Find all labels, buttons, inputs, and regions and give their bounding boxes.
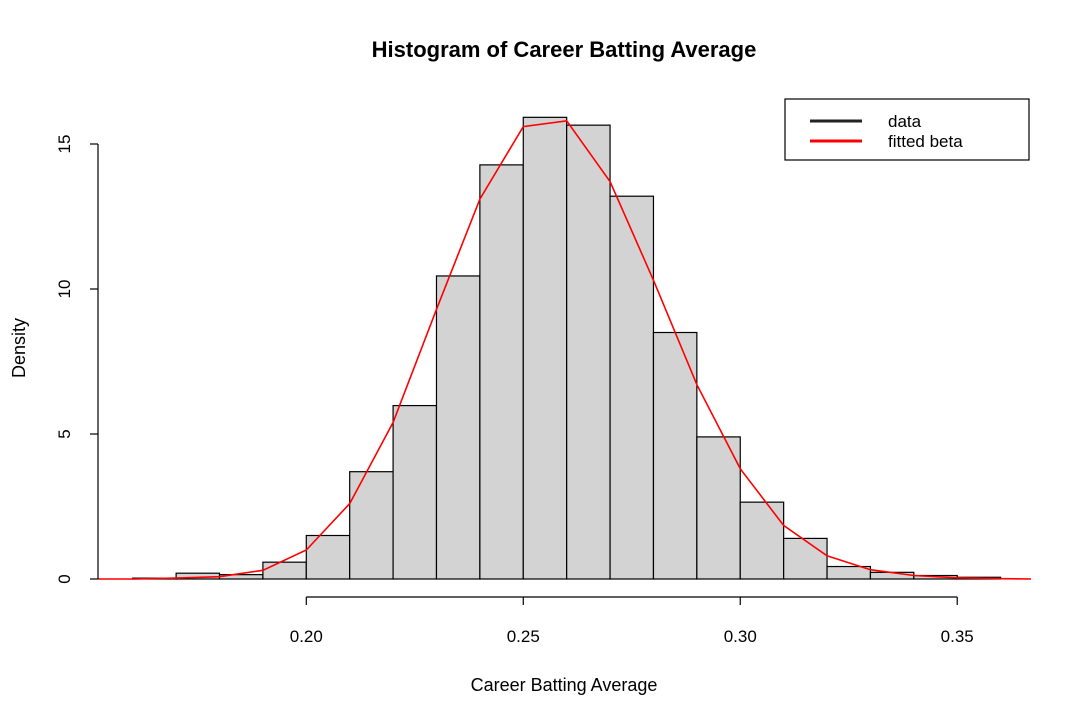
histogram-bar-13 — [696, 436, 741, 580]
histogram-bar-10 — [566, 124, 611, 580]
x-tick-label: 0.30 — [724, 627, 757, 646]
y-axis-label: Density — [9, 318, 29, 378]
x-tick-label: 0.35 — [941, 627, 974, 646]
legend: data fitted beta — [784, 98, 1030, 161]
legend-label-data: data — [888, 112, 922, 131]
y-tick-label: 10 — [55, 280, 74, 299]
fitted-beta-curve — [98, 119, 1032, 580]
x-tick-label: 0.25 — [507, 627, 540, 646]
histogram-bar-6 — [392, 404, 438, 580]
x-axis: 0.20 0.25 0.30 0.35 — [290, 596, 974, 646]
histogram-bar-3 — [262, 561, 307, 580]
histogram-bar-14 — [739, 501, 785, 580]
histogram-bar-8 — [479, 164, 524, 580]
histogram-bar-15 — [783, 537, 828, 580]
y-tick-label: 0 — [55, 574, 74, 583]
legend-label-fitted-beta: fitted beta — [888, 132, 963, 151]
histogram-bar-11 — [609, 195, 655, 580]
histogram-bar-12 — [652, 331, 698, 580]
y-tick-label: 15 — [55, 135, 74, 154]
histogram-bar-5 — [349, 471, 394, 580]
y-tick-label: 5 — [55, 429, 74, 438]
chart-title: Histogram of Career Batting Average — [372, 37, 757, 62]
histogram-bar-7 — [435, 275, 481, 580]
fitted-curve-group — [98, 119, 1032, 580]
x-axis-label: Career Batting Average — [471, 675, 658, 695]
legend-box — [784, 98, 1030, 161]
x-tick-label: 0.20 — [290, 627, 323, 646]
y-axis: 0 5 10 15 — [55, 135, 99, 584]
histogram-bars — [132, 116, 1002, 580]
histogram-bar-9 — [522, 116, 568, 580]
